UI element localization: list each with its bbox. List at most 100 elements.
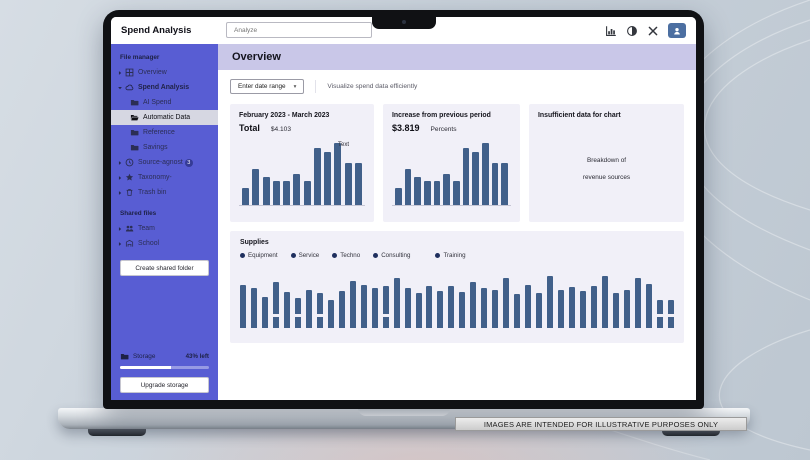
legend-item-consulting: Consulting: [373, 252, 410, 259]
supplies-title: Supplies: [240, 239, 269, 246]
bar: [580, 290, 587, 328]
chart-annotation: Text: [337, 142, 349, 148]
laptop-base-notch: [358, 408, 450, 416]
legend-item-service: Service: [290, 252, 319, 259]
chevron-right-icon[interactable]: [117, 190, 124, 196]
bar: [354, 162, 362, 205]
bar: [656, 300, 663, 328]
legend-dot: [240, 253, 245, 258]
controls-row: Enter date range ▾ Visualize spend data …: [218, 70, 696, 101]
chevron-right-icon[interactable]: [117, 70, 124, 76]
sidebar-item-reference[interactable]: Reference: [111, 125, 218, 140]
increase-bar-chart: [392, 138, 511, 206]
sidebar-item-trash-bin[interactable]: Trash bin: [111, 185, 218, 200]
legend-label: Training: [443, 252, 466, 259]
sidebar-item-spend-analysis[interactable]: Spend Analysis: [111, 80, 218, 95]
bar: [459, 292, 466, 328]
chevron-right-icon[interactable]: [117, 160, 124, 166]
legend-dot: [373, 253, 379, 258]
bar: [324, 152, 332, 205]
storage-progress-fill: [120, 366, 171, 369]
sidebar-item-school[interactable]: School: [111, 236, 218, 251]
chevron-down-icon[interactable]: [117, 85, 124, 91]
legend-dot: [290, 253, 296, 258]
bar: [470, 282, 477, 328]
supplies-legend: Equipment Service Techno Consulting Training: [240, 252, 674, 259]
stat-label: Percents: [430, 126, 457, 133]
shared-files-label: Shared files: [120, 210, 157, 217]
bar: [283, 292, 290, 328]
bar: [482, 143, 489, 205]
supplies-bar-chart: [240, 268, 674, 328]
legend-label: Equipment: [248, 252, 278, 259]
bar: [261, 296, 268, 328]
laptop-foot-left: [88, 429, 146, 436]
tools-icon[interactable]: [647, 25, 659, 37]
bar: [547, 276, 554, 328]
sidebar-item-label: School: [138, 240, 160, 247]
bar: [514, 294, 521, 328]
bar: [305, 289, 312, 328]
sidebar: File manager Overview Spend Analysis AI Sp…: [111, 44, 218, 400]
contrast-icon[interactable]: [626, 25, 638, 37]
empty-chart-message: Breakdown of revenue sources: [582, 157, 631, 181]
card-title: Increase from previous period: [392, 112, 491, 119]
bar: [623, 289, 630, 328]
sidebar-item-label: Savings: [143, 144, 168, 151]
sidebar-item-label: Reference: [143, 129, 175, 136]
sidebar-item-taxonomy-[interactable]: Taxonomy-: [111, 170, 218, 185]
bar: [338, 290, 345, 328]
folder-open-icon: [129, 113, 139, 123]
bar: [293, 174, 301, 205]
chart-icon[interactable]: [605, 25, 617, 37]
clock-icon: [124, 158, 134, 168]
date-range-label: Enter date range: [238, 83, 286, 90]
upgrade-storage-button[interactable]: Upgrade storage: [120, 377, 209, 393]
page-subtitle: Visualize spend data efficiently: [327, 83, 418, 90]
sidebar-item-ai-spend[interactable]: AI Spend: [111, 95, 218, 110]
active-tool-button[interactable]: [668, 23, 686, 38]
bar: [395, 187, 402, 205]
file-manager-label: File manager: [120, 54, 160, 61]
bar: [491, 162, 499, 205]
building-icon: [124, 239, 134, 249]
bar: [437, 290, 444, 328]
bar: [453, 181, 460, 205]
chevron-right-icon[interactable]: [117, 226, 124, 232]
bar: [404, 288, 411, 328]
disclaimer-banner: IMAGES ARE INTENDED FOR ILLUSTRATIVE PUR…: [455, 417, 747, 431]
analyze-search-input[interactable]: [226, 22, 372, 38]
chevron-right-icon[interactable]: [117, 241, 124, 247]
sidebar-item-source-agnost[interactable]: Source-agnost 3: [111, 155, 218, 170]
bar: [667, 300, 674, 328]
sidebar-item-label: Overview: [138, 69, 167, 76]
laptop-foot-right: [662, 429, 720, 436]
bar: [424, 181, 431, 205]
page-title: Overview: [218, 44, 696, 70]
legend-item-techno: Techno: [332, 252, 360, 259]
summary-cards: February 2023 - March 2023 Total $4.103 …: [218, 101, 696, 222]
sidebar-item-automatic-data[interactable]: Automatic Data: [111, 110, 218, 125]
camera-notch: [371, 17, 436, 29]
bar: [433, 181, 441, 205]
folder-icon: [129, 143, 139, 153]
create-shared-folder-button[interactable]: Create shared folder: [120, 260, 209, 276]
bar: [252, 169, 260, 205]
card-title: Insufficient data for chart: [538, 112, 621, 119]
bar: [492, 289, 499, 328]
bar: [344, 162, 352, 205]
sidebar-item-overview[interactable]: Overview: [111, 65, 218, 80]
topbar: Spend Analysis: [111, 17, 696, 44]
chevron-right-icon[interactable]: [117, 175, 124, 181]
sidebar-item-savings[interactable]: Savings: [111, 140, 218, 155]
bar: [472, 152, 479, 205]
cloud-icon: [124, 83, 134, 93]
bar: [272, 181, 280, 205]
card-title: February 2023 - March 2023: [239, 112, 330, 119]
date-range-select[interactable]: Enter date range ▾: [230, 79, 305, 94]
bar: [404, 169, 412, 205]
sidebar-item-team[interactable]: Team: [111, 221, 218, 236]
bar: [612, 293, 619, 328]
bar: [316, 293, 323, 328]
